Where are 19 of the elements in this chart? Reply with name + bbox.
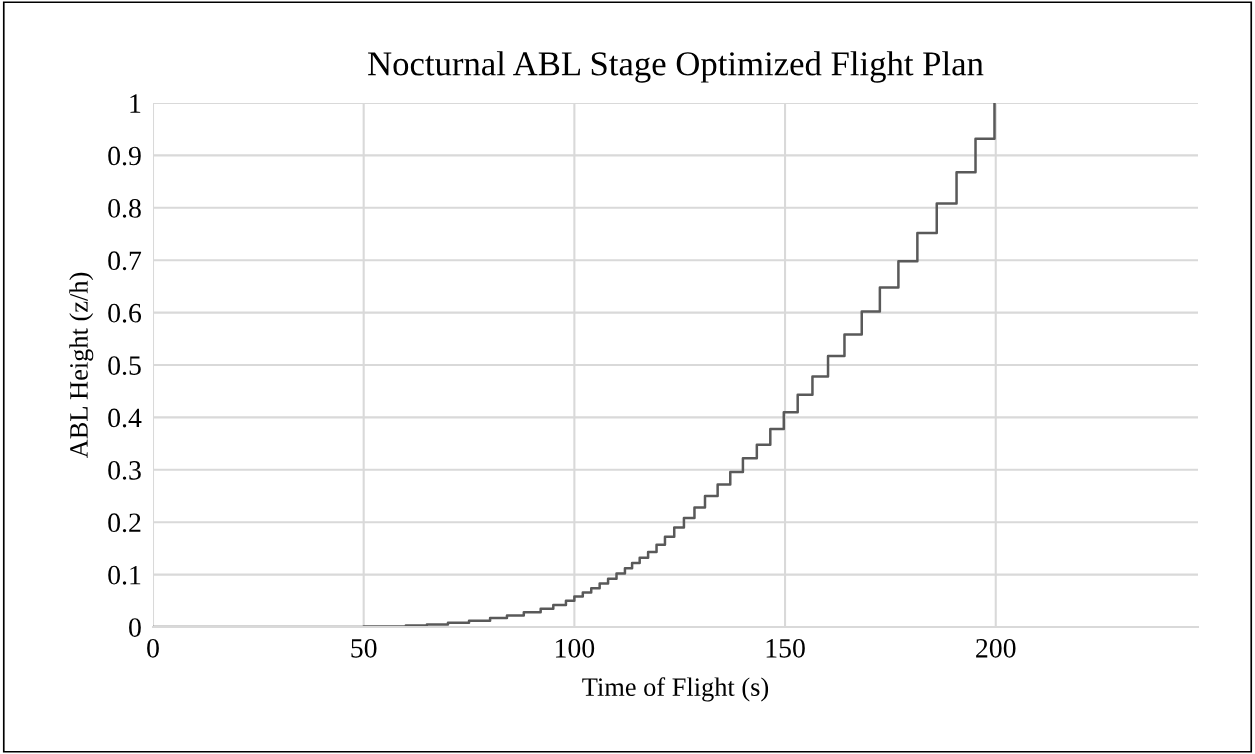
y-tick-label: 0 xyxy=(129,618,141,637)
x-axis-title: Time of Flight (s) xyxy=(582,677,769,702)
x-tick-label: 50 xyxy=(351,638,377,658)
y-tick-label: 0.2 xyxy=(108,513,141,533)
y-tick-label: 0.6 xyxy=(108,303,142,323)
x-tick-label: 200 xyxy=(976,638,1016,658)
x-tick-label: 150 xyxy=(766,638,805,658)
y-tick-label: 0.9 xyxy=(108,146,141,166)
y-tick-label: 1 xyxy=(130,94,141,113)
y-tick-label: 0.1 xyxy=(108,565,141,585)
chart-title: Nocturnal ABL Stage Optimized Flight Plan xyxy=(368,51,984,83)
x-tick-label: 100 xyxy=(555,638,595,658)
y-tick-label: 0.5 xyxy=(108,356,141,376)
y-tick-label: 0.8 xyxy=(108,198,141,218)
y-tick-label: 0.7 xyxy=(108,251,142,271)
x-tick-label: 0 xyxy=(147,638,159,658)
y-axis-title: ABL Height (z/h) xyxy=(69,272,94,459)
y-tick-label: 0.3 xyxy=(108,460,141,480)
y-tick-label: 0.4 xyxy=(108,408,142,428)
